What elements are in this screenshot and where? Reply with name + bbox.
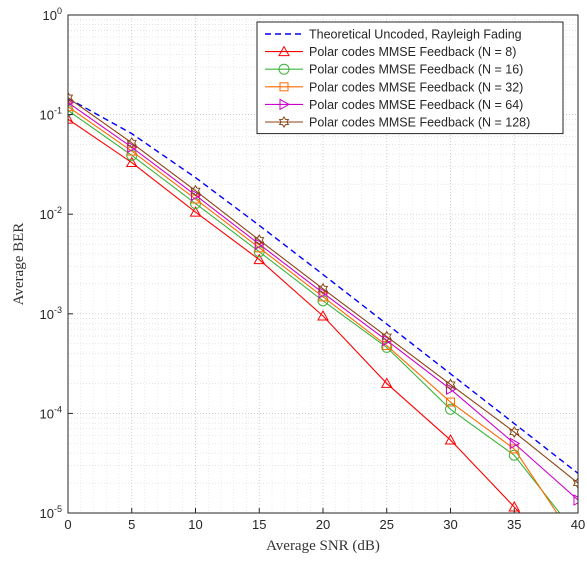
legend-entry-label: Polar codes MMSE Feedback (N = 64)	[309, 98, 523, 112]
data-point	[126, 136, 137, 149]
data-point	[125, 156, 138, 168]
legend-entry-label: Polar codes MMSE Feedback (N = 128)	[309, 116, 530, 130]
data-point	[317, 309, 329, 321]
data-point	[253, 253, 266, 265]
x-tick-label: 5	[128, 517, 135, 532]
x-tick-label: 40	[571, 517, 585, 532]
legend-entry-label: Polar codes MMSE Feedback (N = 32)	[309, 80, 523, 94]
data-point	[254, 238, 266, 251]
data-point	[318, 287, 330, 299]
x-tick-label: 30	[443, 517, 457, 532]
y-tick-label: 10-1	[40, 106, 62, 123]
data-point	[68, 113, 74, 124]
data-point	[381, 330, 392, 343]
y-tick-label: 10-3	[40, 305, 62, 322]
y-tick-label: 100	[43, 6, 62, 23]
data-point	[190, 184, 201, 197]
x-tick-label: 0	[64, 517, 71, 532]
x-tick-label: 10	[188, 517, 202, 532]
legend-entry-label: Polar codes MMSE Feedback (N = 16)	[309, 63, 523, 77]
y-tick-label: 10-5	[40, 504, 62, 521]
data-point	[317, 282, 329, 295]
data-point	[380, 377, 393, 388]
y-tick-label: 10-2	[40, 205, 62, 222]
data-point	[382, 334, 393, 347]
y-tick-label: 10-4	[40, 404, 62, 421]
data-point	[509, 437, 521, 450]
series-layer	[68, 91, 578, 513]
data-point	[191, 189, 202, 202]
series-line	[68, 106, 558, 513]
legend: Theoretical Uncoded, Rayleigh Fading Pola…	[256, 21, 564, 135]
data-point	[279, 82, 289, 92]
data-point	[445, 378, 456, 391]
data-point	[573, 494, 578, 506]
data-point	[278, 63, 290, 75]
data-point	[189, 206, 202, 217]
series-line	[68, 97, 578, 474]
legend-box	[256, 21, 564, 135]
data-point	[509, 426, 520, 438]
data-point	[445, 403, 456, 415]
data-point	[127, 141, 138, 154]
data-point	[446, 397, 455, 407]
data-point	[446, 383, 457, 396]
data-point	[68, 91, 74, 104]
x-tick-label: 15	[252, 517, 266, 532]
x-tick-label: 25	[380, 517, 394, 532]
y-axis-label: Average BER	[11, 223, 27, 306]
data-point	[572, 477, 578, 489]
x-tick-label: 35	[507, 517, 521, 532]
legend-entry-label: Theoretical Uncoded, Rayleigh Fading	[309, 28, 522, 42]
series-5	[68, 91, 578, 489]
x-axis-label: Average SNR (dB)	[266, 538, 380, 554]
series-0	[68, 97, 578, 474]
data-point	[508, 449, 520, 461]
data-point	[279, 98, 291, 111]
series-line	[68, 97, 578, 484]
data-point	[278, 116, 290, 128]
data-point	[254, 234, 265, 247]
data-point	[68, 102, 73, 112]
data-point	[278, 45, 290, 57]
data-point	[444, 434, 457, 445]
x-axis-ticks: 0 5 10 15 20 25 30 35 40	[64, 508, 585, 532]
series-line	[68, 118, 521, 513]
legend-entry-label: Polar codes MMSE Feedback (N = 8)	[309, 45, 516, 59]
x-tick-label: 20	[316, 517, 330, 532]
y-axis-ticks: 100 10-1 10-2 10-3 10-4 10-5	[40, 6, 73, 521]
